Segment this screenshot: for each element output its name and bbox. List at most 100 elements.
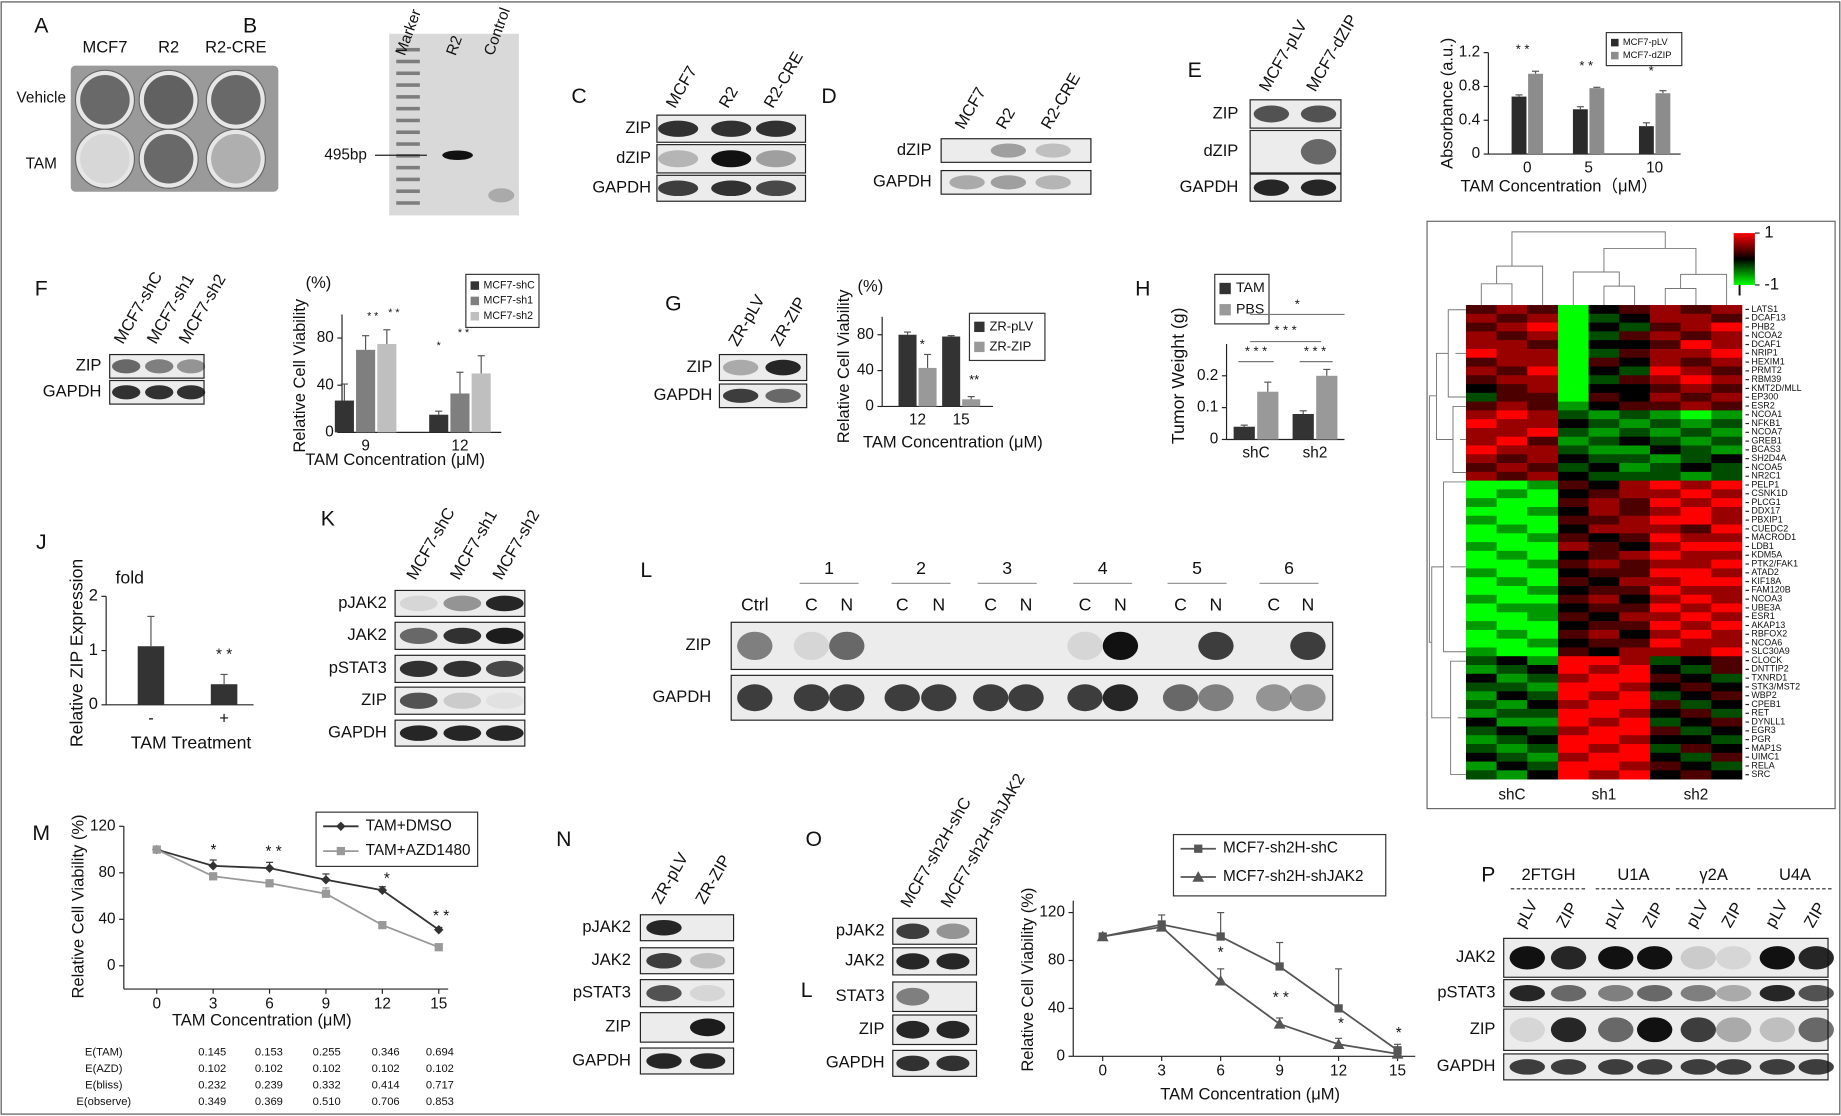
heatmap-cell <box>1527 629 1559 640</box>
row-label: GAPDH <box>873 173 932 191</box>
heatmap-cell <box>1465 594 1497 604</box>
heatmap-cell <box>1711 656 1743 666</box>
heatmap-cell <box>1527 313 1559 323</box>
heatmap-cell <box>1649 752 1681 762</box>
heatmap-cell <box>1496 471 1528 481</box>
band <box>1636 1017 1673 1043</box>
gene-label: NRIP1 <box>1751 348 1777 358</box>
heatmap-cell <box>1588 410 1620 420</box>
row-label: ZIP <box>685 636 711 654</box>
marker <box>265 879 274 888</box>
heatmap-cell <box>1680 682 1712 692</box>
gene-label: MAP1S <box>1751 743 1781 753</box>
row-label: GAPDH <box>652 688 711 706</box>
x-tick-label: shC <box>1242 445 1269 462</box>
band <box>112 359 141 374</box>
table-cell: 0.102 <box>372 1063 400 1075</box>
y-unit: (%) <box>306 274 332 292</box>
heatmap-cell <box>1557 366 1589 376</box>
heatmap-cell <box>1649 515 1681 525</box>
row-label: STAT3 <box>836 987 885 1005</box>
heatmap-cell <box>1680 673 1712 683</box>
heatmap-cell <box>1527 603 1559 613</box>
heatmap-cell <box>1711 577 1743 587</box>
band <box>145 359 174 374</box>
heatmap-cell <box>1496 585 1528 596</box>
heatmap-cell <box>1496 744 1528 754</box>
heatmap-cell <box>1680 445 1712 455</box>
row-label: pJAK2 <box>836 922 885 940</box>
y-tick-label: 0.4 <box>1459 111 1481 128</box>
lane-label: C <box>984 594 997 614</box>
heatmap-cell <box>1619 752 1651 762</box>
dendrogram <box>1428 395 1437 643</box>
heatmap-cell <box>1527 410 1559 420</box>
annotation: * <box>384 870 390 887</box>
heatmap-cell <box>1588 559 1620 569</box>
band <box>1798 946 1834 970</box>
heatmap-cell <box>1588 594 1620 604</box>
heatmap-cell <box>1465 612 1497 622</box>
heatmap-cell <box>1496 348 1528 359</box>
heatmap-cell <box>1465 348 1497 359</box>
bar <box>1511 96 1527 155</box>
heatmap-cell <box>1496 603 1528 613</box>
heatmap-cell <box>1496 331 1528 341</box>
band <box>936 953 970 970</box>
heatmap-cell <box>1649 542 1681 552</box>
heatmap-cell <box>1588 708 1620 719</box>
gene-label: NCOA7 <box>1751 427 1782 437</box>
heatmap-cell <box>1680 313 1712 323</box>
annotation: * * <box>433 908 449 925</box>
row-label: dZIP <box>1203 142 1238 160</box>
heatmap-cell <box>1619 629 1651 640</box>
table-cell: 0.332 <box>313 1080 341 1092</box>
x-tick-label: 12 <box>909 412 926 429</box>
heatmap-cell <box>1588 524 1620 534</box>
annotation: ** <box>969 372 979 387</box>
heatmap-cell <box>1588 322 1620 332</box>
x-tick-label: 6 <box>265 995 274 1012</box>
band <box>1290 684 1326 712</box>
bar <box>898 334 917 407</box>
lane-label: C <box>1267 594 1280 614</box>
heatmap-cell <box>1711 542 1743 552</box>
band <box>1759 1017 1796 1043</box>
heatmap-cell <box>1557 664 1589 675</box>
y-tick-label: 80 <box>317 329 334 346</box>
band <box>1680 1059 1716 1075</box>
heatmap-cell <box>1557 480 1589 490</box>
heatmap-cell <box>1619 471 1651 481</box>
heatmap-cell <box>1619 305 1651 315</box>
band <box>896 953 930 970</box>
heatmap-cell <box>1711 419 1743 429</box>
marker <box>1155 921 1168 932</box>
band <box>1680 1017 1716 1043</box>
heatmap-cell <box>1527 463 1559 473</box>
x-axis-label: TAM Concentration (μM) <box>1160 1086 1340 1104</box>
group-label: 5 <box>1192 558 1202 578</box>
panel-letter: B <box>243 14 257 37</box>
band <box>646 985 682 1002</box>
heatmap-cell <box>1557 305 1589 315</box>
gene-label: KIF18A <box>1751 576 1781 586</box>
annotation: * <box>210 842 216 859</box>
heatmap-cell <box>1496 700 1528 710</box>
heatmap-cell <box>1496 410 1528 420</box>
heatmap-cell <box>1527 515 1559 525</box>
band <box>1290 631 1326 661</box>
ladder-band <box>396 177 420 182</box>
heatmap-cell <box>1496 647 1528 657</box>
heatmap-cell <box>1680 594 1712 604</box>
legend-label: MCF7-pLV <box>1623 36 1669 47</box>
heatmap-cell <box>1649 392 1681 402</box>
marker <box>1096 930 1109 942</box>
legend-label: MCF7-dZIP <box>1623 49 1672 60</box>
gene-label: PTK2/FAK1 <box>1751 558 1798 568</box>
heatmap-cell <box>1527 752 1559 762</box>
dendrogram <box>1496 265 1544 306</box>
table-cell: 0.346 <box>372 1047 400 1059</box>
heatmap-cell <box>1557 489 1589 499</box>
heatmap-cell <box>1588 612 1620 622</box>
bar <box>429 414 449 433</box>
